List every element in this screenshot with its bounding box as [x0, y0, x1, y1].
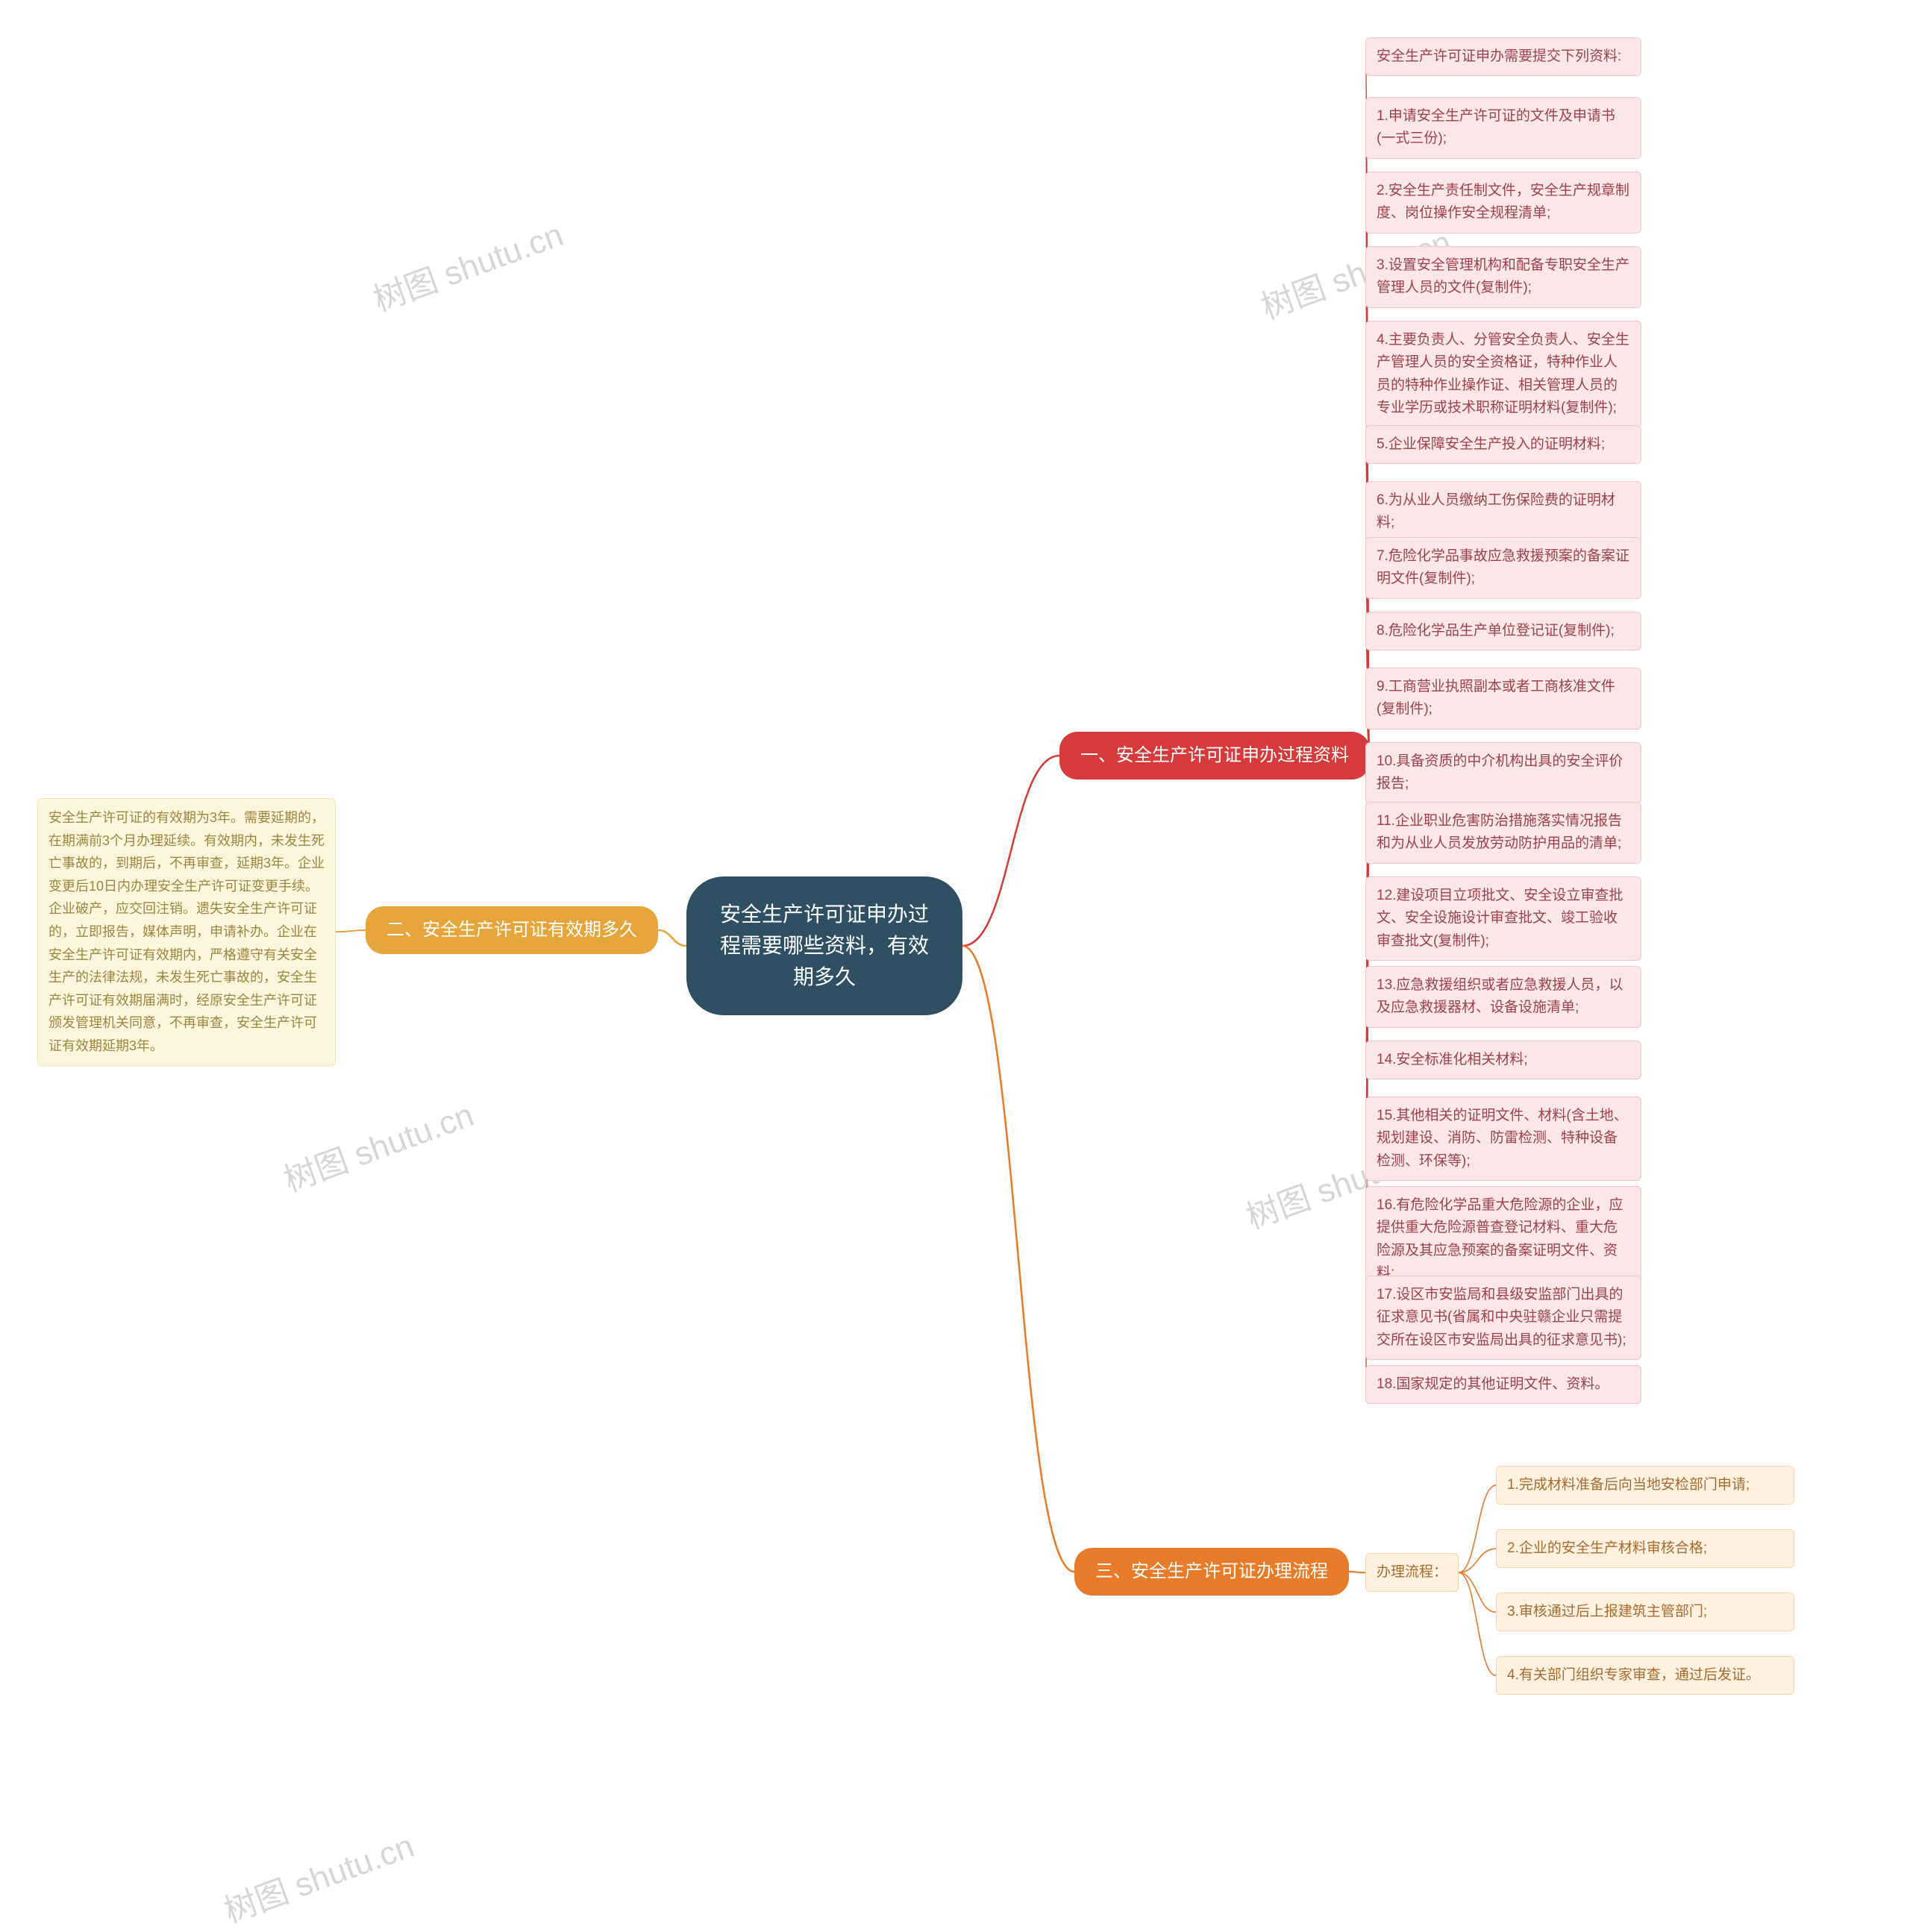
branch-3-item-text: 3.审核通过后上报建筑主管部门;: [1507, 1601, 1707, 1623]
branch-1-item: 10.具备资质的中介机构出具的安全评价报告;: [1365, 742, 1641, 804]
branch-1-item: 12.建设项目立项批文、安全设立审查批文、安全设施设计审查批文、竣工验收审查批文…: [1365, 876, 1641, 961]
branch-1-item: 13.应急救援组织或者应急救援人员，以及应急救援器材、设备设施清单;: [1365, 966, 1641, 1028]
watermark: 树图 shutu.cn: [276, 1088, 479, 1201]
branch-1-item-text: 1.申请安全生产许可证的文件及申请书(一式三份);: [1377, 105, 1630, 151]
branch-1-item-text: 3.设置安全管理机构和配备专职安全生产管理人员的文件(复制件);: [1377, 254, 1630, 300]
branch-1-item-text: 4.主要负责人、分管安全负责人、安全生产管理人员的安全资格证，特种作业人员的特种…: [1377, 329, 1630, 420]
branch-1-item: 11.企业职业危害防治措施落实情况报告和为从业人员发放劳动防护用品的清单;: [1365, 802, 1641, 864]
branch-3-item: 3.审核通过后上报建筑主管部门;: [1496, 1593, 1794, 1631]
branch-1-item: 安全生产许可证申办需要提交下列资料:: [1365, 37, 1641, 76]
branch-1-item-text: 6.为从业人员缴纳工伤保险费的证明材料;: [1377, 489, 1630, 535]
branch-1-item: 5.企业保障安全生产投入的证明材料;: [1365, 425, 1641, 464]
branch-3-item-text: 4.有关部门组织专家审查，通过后发证。: [1507, 1664, 1760, 1687]
branch-1-item-text: 13.应急救援组织或者应急救援人员，以及应急救援器材、设备设施清单;: [1377, 974, 1630, 1020]
center-topic: 安全生产许可证申办过程需要哪些资料，有效期多久: [686, 876, 962, 1015]
branch-1-item: 6.为从业人员缴纳工伤保险费的证明材料;: [1365, 481, 1641, 543]
branch-1-label: 一、安全生产许可证申办过程资料: [1080, 742, 1349, 769]
branch-1-item: 18.国家规定的其他证明文件、资料。: [1365, 1365, 1641, 1404]
branch-3-item: 1.完成材料准备后向当地安检部门申请;: [1496, 1466, 1794, 1505]
branch-1-item: 8.危险化学品生产单位登记证(复制件);: [1365, 612, 1641, 650]
branch-2-label: 二、安全生产许可证有效期多久: [386, 917, 637, 944]
branch-1-item-text: 8.危险化学品生产单位登记证(复制件);: [1377, 620, 1615, 642]
watermark: 树图 shutu.cn: [216, 1819, 419, 1932]
branch-1-item-text: 14.安全标准化相关材料;: [1377, 1049, 1528, 1071]
branch-2-detail: 安全生产许可证的有效期为3年。需要延期的，在期满前3个月办理延续。有效期内，未发…: [37, 798, 336, 1066]
branch-1-item: 17.设区市安监局和县级安监部门出具的征求意见书(省属和中央驻赣企业只需提交所在…: [1365, 1276, 1641, 1360]
branch-3-item-text: 1.完成材料准备后向当地安检部门申请;: [1507, 1474, 1750, 1496]
branch-3-item: 4.有关部门组织专家审查，通过后发证。: [1496, 1656, 1794, 1695]
branch-1-item-text: 18.国家规定的其他证明文件、资料。: [1377, 1373, 1609, 1396]
branch-1-item: 1.申请安全生产许可证的文件及申请书(一式三份);: [1365, 97, 1641, 159]
branch-1-item-text: 7.危险化学品事故应急救援预案的备案证明文件(复制件);: [1377, 545, 1630, 591]
branch-1-item-text: 17.设区市安监局和县级安监部门出具的征求意见书(省属和中央驻赣企业只需提交所在…: [1377, 1284, 1630, 1352]
watermark: 树图 shutu.cn: [366, 208, 569, 321]
branch-1-item-text: 15.其他相关的证明文件、材料(含土地、规划建设、消防、防雷检测、特种设备检测、…: [1377, 1105, 1630, 1173]
center-topic-text: 安全生产许可证申办过程需要哪些资料，有效期多久: [716, 899, 933, 993]
branch-2-detail-text: 安全生产许可证的有效期为3年。需要延期的，在期满前3个月办理延续。有效期内，未发…: [48, 806, 325, 1058]
branch-3: 三、安全生产许可证办理流程: [1074, 1548, 1349, 1596]
branch-3-sub-label: 办理流程：: [1377, 1561, 1447, 1584]
branch-1-item: 14.安全标准化相关材料;: [1365, 1041, 1641, 1079]
branch-1-item: 7.危险化学品事故应急救援预案的备案证明文件(复制件);: [1365, 537, 1641, 599]
branch-1-item-text: 10.具备资质的中介机构出具的安全评价报告;: [1377, 750, 1630, 796]
branch-1-item-text: 16.有危险化学品重大危险源的企业，应提供重大危险源普查登记材料、重大危险源及其…: [1377, 1194, 1630, 1285]
branch-1-item: 4.主要负责人、分管安全负责人、安全生产管理人员的安全资格证，特种作业人员的特种…: [1365, 321, 1641, 428]
branch-1-item: 2.安全生产责任制文件，安全生产规章制度、岗位操作安全规程清单;: [1365, 172, 1641, 233]
branch-1-item-text: 安全生产许可证申办需要提交下列资料:: [1377, 46, 1621, 68]
branch-1-item-text: 5.企业保障安全生产投入的证明材料;: [1377, 433, 1605, 456]
branch-1-item-text: 11.企业职业危害防治措施落实情况报告和为从业人员发放劳动防护用品的清单;: [1377, 810, 1630, 856]
branch-3-label: 三、安全生产许可证办理流程: [1095, 1558, 1328, 1585]
branch-1: 一、安全生产许可证申办过程资料: [1059, 732, 1370, 780]
branch-1-item-text: 9.工商营业执照副本或者工商核准文件(复制件);: [1377, 676, 1630, 721]
branch-1-item-text: 12.建设项目立项批文、安全设立审查批文、安全设施设计审查批文、竣工验收审查批文…: [1377, 885, 1630, 953]
branch-1-item-text: 2.安全生产责任制文件，安全生产规章制度、岗位操作安全规程清单;: [1377, 180, 1630, 225]
branch-3-item: 2.企业的安全生产材料审核合格;: [1496, 1529, 1794, 1568]
branch-2: 二、安全生产许可证有效期多久: [366, 906, 658, 954]
branch-1-item: 9.工商营业执照副本或者工商核准文件(复制件);: [1365, 668, 1641, 730]
branch-1-item: 15.其他相关的证明文件、材料(含土地、规划建设、消防、防雷检测、特种设备检测、…: [1365, 1097, 1641, 1181]
branch-3-sub: 办理流程：: [1365, 1553, 1459, 1592]
branch-3-item-text: 2.企业的安全生产材料审核合格;: [1507, 1537, 1707, 1560]
branch-1-item: 3.设置安全管理机构和配备专职安全生产管理人员的文件(复制件);: [1365, 246, 1641, 308]
